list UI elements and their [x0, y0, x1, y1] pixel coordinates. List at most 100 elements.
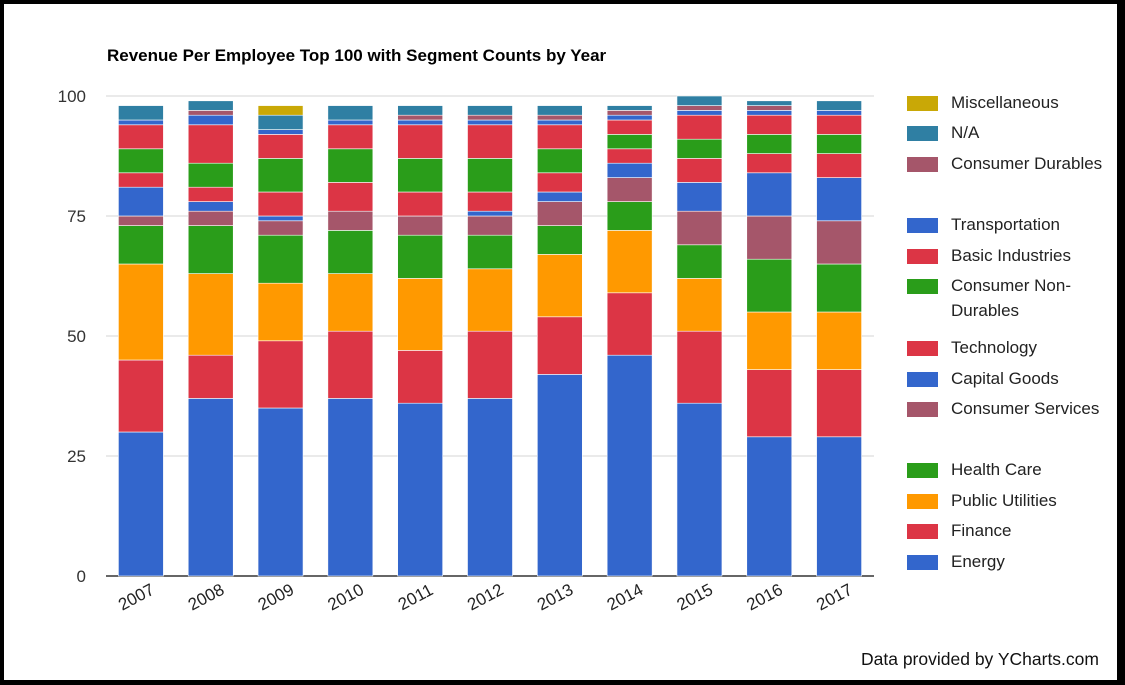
- legend-item-basic-industries: Basic Industries: [907, 246, 1112, 268]
- bar-segment-consumer-durables: [676, 105, 723, 111]
- bar-segment-public-utilities: [676, 278, 723, 332]
- bar-segment-finance: [746, 369, 793, 438]
- bar-segment-energy: [467, 398, 513, 577]
- bar-segment-transportation: [467, 119, 513, 126]
- bar-segment-n-a: [257, 114, 304, 130]
- bar-segment-capital-goods: [746, 172, 793, 217]
- bar-segment-public-utilities: [816, 311, 862, 370]
- bar-segment-consumer-non-durables: [257, 158, 304, 193]
- legend-item-n-a: N/A: [907, 123, 1112, 145]
- bar-segment-health-care: [746, 258, 793, 313]
- bar-segment-public-utilities: [397, 278, 443, 351]
- legend-label: Consumer Non-Durables: [951, 276, 1071, 320]
- bar-segment-consumer-durables: [187, 110, 234, 116]
- legend-swatch: [907, 279, 938, 294]
- bar-segment-finance: [118, 359, 164, 433]
- bar-segment-consumer-non-durables: [187, 162, 234, 188]
- legend-item-consumer-durables: Consumer Durables: [907, 154, 1112, 176]
- bar-segment-energy: [397, 402, 443, 577]
- data-credit: Data provided by YCharts.com: [861, 649, 1099, 669]
- bar-segment-consumer-non-durables: [676, 138, 723, 159]
- bar-segment-consumer-durables: [537, 114, 583, 121]
- bar-segment-consumer-non-durables: [606, 134, 653, 150]
- y-tick-label: 50: [67, 327, 86, 346]
- x-tick-label: 2016: [744, 580, 786, 615]
- bar-segment-technology: [676, 158, 723, 183]
- bar-segment-n-a: [467, 105, 513, 116]
- legend-swatch: [907, 524, 938, 539]
- bar-segment-consumer-non-durables: [397, 158, 443, 193]
- legend-item-consumer-services: Consumer Services: [907, 399, 1112, 421]
- bar-segment-basic-industries: [537, 124, 583, 150]
- bar-segment-transportation: [676, 110, 723, 116]
- bar-segment-n-a: [606, 105, 653, 111]
- bar-segment-consumer-durables: [467, 114, 513, 121]
- bar-segment-capital-goods: [187, 201, 234, 212]
- bar-segment-basic-industries: [816, 114, 862, 135]
- legend-swatch: [907, 463, 938, 478]
- bar-segment-consumer-services: [118, 215, 164, 226]
- bar-segment-technology: [327, 182, 374, 212]
- bar-segment-consumer-services: [676, 210, 723, 246]
- bar-segment-public-utilities: [118, 263, 164, 361]
- bar-segment-capital-goods: [676, 182, 723, 212]
- legend-item-miscellaneous: Miscellaneous: [907, 93, 1112, 115]
- legend-label: N/A: [951, 123, 980, 142]
- bar-segment-technology: [467, 191, 513, 212]
- bar-segment-basic-industries: [676, 114, 723, 140]
- bar-segment-consumer-non-durables: [467, 158, 513, 193]
- bar-segment-energy: [537, 374, 583, 577]
- bar-segment-transportation: [327, 119, 374, 126]
- legend-swatch: [907, 249, 938, 264]
- bar-segment-transportation: [397, 119, 443, 126]
- bar-segment-n-a: [676, 95, 723, 106]
- bar-segment-energy: [606, 354, 653, 577]
- x-tick-label: 2017: [813, 580, 855, 615]
- x-tick-label: 2011: [395, 580, 436, 614]
- bar-segment-consumer-services: [537, 201, 583, 226]
- bar-segment-consumer-services: [187, 210, 234, 226]
- legend-swatch: [907, 494, 938, 509]
- bar-segment-consumer-services: [816, 220, 862, 265]
- bar-segment-energy: [746, 436, 793, 577]
- legend-swatch: [907, 96, 938, 111]
- legend-swatch: [907, 126, 938, 141]
- bar-segment-capital-goods: [118, 186, 164, 217]
- bar-segment-consumer-non-durables: [118, 148, 164, 174]
- x-tick-label: 2012: [464, 580, 506, 615]
- x-tick-label: 2014: [604, 580, 646, 615]
- bar-segment-consumer-services: [467, 215, 513, 236]
- legend-swatch: [907, 341, 938, 356]
- legend-swatch: [907, 402, 938, 417]
- bar-segment-consumer-non-durables: [537, 148, 583, 174]
- bar-segment-consumer-non-durables: [746, 134, 793, 154]
- bar-segment-finance: [467, 330, 513, 399]
- bar-segment-finance: [327, 330, 374, 399]
- bar-segment-transportation: [187, 114, 234, 126]
- bar-segment-finance: [816, 369, 862, 438]
- bar-segment-technology: [816, 153, 862, 178]
- bar-segment-public-utilities: [327, 273, 374, 332]
- bar-segment-public-utilities: [606, 230, 653, 294]
- legend-swatch: [907, 157, 938, 172]
- bar-segment-health-care: [397, 234, 443, 279]
- bar-segment-n-a: [327, 105, 374, 121]
- legend-item-public-utilities: Public Utilities: [907, 491, 1112, 513]
- legend-label: Finance: [951, 521, 1012, 540]
- bar-segment-consumer-non-durables: [327, 148, 374, 183]
- bar-segment-public-utilities: [257, 282, 304, 342]
- bar-segment-capital-goods: [606, 162, 653, 178]
- bar-segment-transportation: [606, 114, 653, 121]
- bar-segment-consumer-services: [606, 177, 653, 202]
- legend-label: Consumer Services: [951, 399, 1100, 418]
- bar-segment-consumer-services: [257, 220, 304, 236]
- chart-plot: 0 25 50 75 100 2007 2008 2009 2010 2011 2012 2013 20…: [58, 87, 874, 615]
- bar-segment-capital-goods: [537, 191, 583, 202]
- bar-segment-public-utilities: [467, 268, 513, 332]
- bar-segment-technology: [537, 172, 583, 193]
- bar-segment-basic-industries: [606, 119, 653, 135]
- bar-segment-finance: [537, 316, 583, 375]
- legend-item-technology: Technology: [907, 338, 1112, 360]
- chart-title: Revenue Per Employee Top 100 with Segmen…: [107, 46, 607, 65]
- bar-segment-health-care: [257, 234, 304, 284]
